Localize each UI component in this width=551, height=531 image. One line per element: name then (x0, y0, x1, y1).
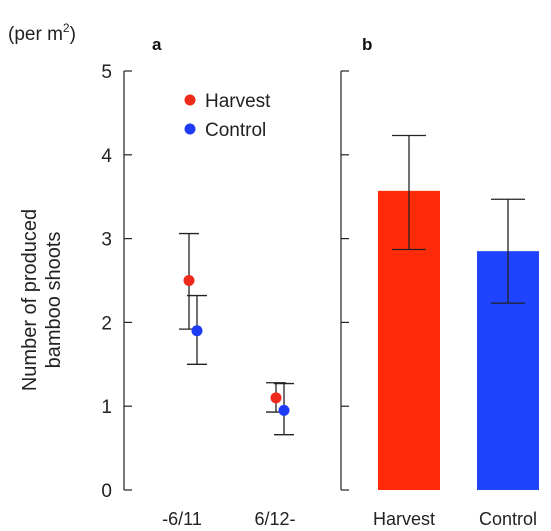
legend: Harvest Control (184, 91, 271, 141)
unit-label: (per m2) (8, 21, 76, 45)
y-tick-label-0: 0 (101, 481, 112, 502)
y-axis-title-line-2: bamboo shoots (43, 232, 65, 369)
point-control-0 (191, 325, 203, 337)
point-harvest-1 (270, 392, 282, 404)
legend-control-marker (184, 123, 196, 135)
point-control-1 (278, 404, 290, 416)
bar-label-0: Harvest (373, 509, 435, 529)
panel-b: Harvest Control (340, 70, 539, 529)
y-tick-label-3: 3 (101, 230, 112, 251)
y-tick-label-4: 4 (101, 146, 112, 167)
y-axis-title: Number of produced bamboo shoots (19, 209, 65, 391)
panel-a-x-labels: -6/11 6/12- (162, 509, 295, 529)
panel-a-points (183, 275, 290, 416)
x-label-1: 6/12- (254, 509, 295, 529)
panel-b-y-ticks (341, 70, 349, 491)
legend-control-label: Control (205, 120, 266, 141)
legend-harvest-marker (184, 94, 196, 106)
point-harvest-0 (183, 275, 195, 286)
x-label-0: -6/11 (162, 509, 202, 529)
y-tick-label-1: 1 (101, 397, 112, 418)
panel-b-error-bars (392, 134, 525, 304)
bar-label-1: Control (479, 509, 537, 529)
panel-b-bars (378, 190, 539, 491)
panel-b-label: b (362, 35, 372, 54)
panel-b-x-labels: Harvest Control (373, 509, 537, 529)
legend-harvest-label: Harvest (205, 91, 271, 112)
panel-a: 0 1 2 3 4 5 -6/11 6/12- Harvest Control (101, 62, 295, 529)
y-tick-label-5: 5 (101, 62, 112, 83)
panel-a-y-ticks: 0 1 2 3 4 5 (101, 62, 132, 502)
y-axis-title-line-1: Number of produced (19, 209, 41, 391)
panel-a-label: a (152, 35, 162, 54)
y-tick-label-2: 2 (101, 313, 112, 334)
